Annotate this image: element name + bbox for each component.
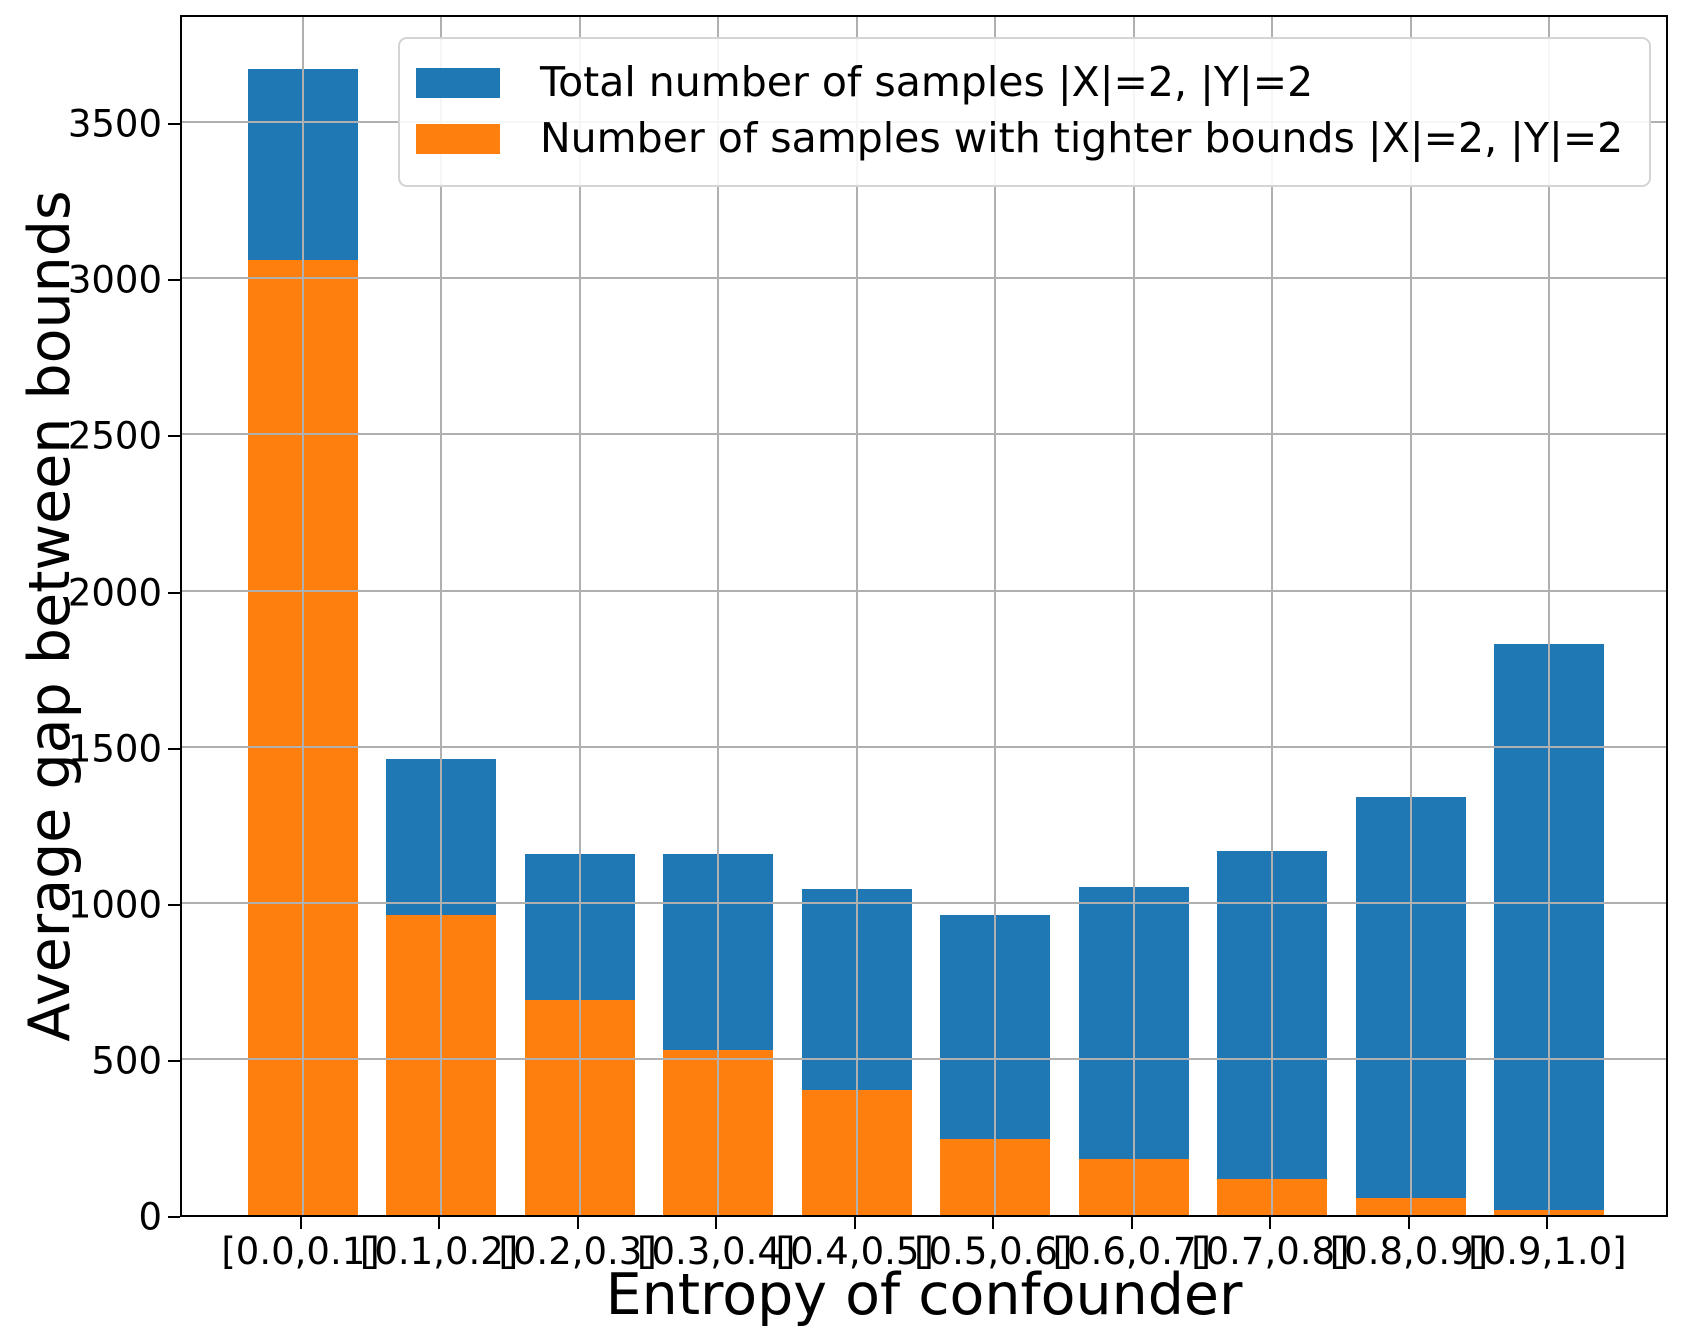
x-gridline xyxy=(1132,17,1135,1215)
y-tick xyxy=(168,123,180,126)
x-tick-label: [0.1,0.2] xyxy=(359,1230,519,1273)
legend-label: Number of samples with tighter bounds |X… xyxy=(540,114,1624,163)
y-gridline xyxy=(182,901,1666,904)
x-tick xyxy=(853,1217,856,1229)
y-tick-label: 2500 xyxy=(67,414,162,458)
x-tick-label: [0.8,0.9] xyxy=(1329,1230,1489,1273)
y-tick xyxy=(168,747,180,750)
x-tick xyxy=(992,1217,995,1229)
legend-swatch xyxy=(416,124,500,154)
y-gridline xyxy=(182,589,1666,592)
y-tick xyxy=(168,435,180,438)
y-tick-label: 1000 xyxy=(67,883,162,927)
y-tick-label: 3500 xyxy=(67,102,162,146)
y-tick xyxy=(168,591,180,594)
y-tick-label: 1500 xyxy=(67,727,162,771)
y-gridline xyxy=(182,277,1666,280)
x-tick-label: [0.6,0.7] xyxy=(1052,1230,1211,1273)
legend-row: Total number of samples |X|=2, |Y|=2 xyxy=(416,57,1623,109)
legend-swatch xyxy=(416,68,500,98)
x-tick xyxy=(1407,1217,1410,1229)
y-tick xyxy=(168,1059,180,1062)
x-tick-label: [0.9,1.0] xyxy=(1468,1230,1627,1273)
x-tick-label: [0.5,0.6] xyxy=(914,1230,1073,1273)
y-gridline xyxy=(182,433,1666,436)
x-gridline xyxy=(1548,17,1551,1215)
x-tick xyxy=(1546,1217,1549,1229)
x-tick-label: [0.0,0.1] xyxy=(221,1230,380,1273)
x-tick-label: [0.4,0.5] xyxy=(775,1230,934,1273)
x-tick xyxy=(576,1217,579,1229)
y-gridline xyxy=(182,745,1666,748)
x-gridline xyxy=(578,17,581,1215)
x-tick xyxy=(299,1217,302,1229)
x-tick-label: [0.3,0.4] xyxy=(637,1230,796,1273)
x-tick xyxy=(1269,1217,1272,1229)
x-gridline xyxy=(855,17,858,1215)
x-tick-label: [0.2,0.3] xyxy=(498,1230,657,1273)
x-gridline xyxy=(717,17,720,1215)
x-tick xyxy=(1130,1217,1133,1229)
x-tick-label: [0.7,0.8] xyxy=(1191,1230,1350,1273)
x-gridline xyxy=(301,17,304,1215)
x-gridline xyxy=(440,17,443,1215)
x-gridline xyxy=(1409,17,1412,1215)
y-axis-title: Average gap between bounds xyxy=(17,190,83,1042)
x-gridline xyxy=(1271,17,1274,1215)
plot-area xyxy=(180,15,1668,1217)
x-tick xyxy=(438,1217,441,1229)
y-tick xyxy=(168,279,180,282)
legend-label: Total number of samples |X|=2, |Y|=2 xyxy=(540,58,1314,107)
legend-row: Number of samples with tighter bounds |X… xyxy=(416,113,1623,165)
y-tick-label: 0 xyxy=(138,1195,162,1239)
x-gridline xyxy=(994,17,997,1215)
y-tick xyxy=(168,903,180,906)
y-tick-label: 500 xyxy=(91,1039,162,1083)
x-tick xyxy=(715,1217,718,1229)
x-axis-title: Entropy of confounder xyxy=(605,1262,1243,1328)
legend: Total number of samples |X|=2, |Y|=2 Numb… xyxy=(398,37,1652,187)
y-tick-label: 2000 xyxy=(67,571,162,615)
y-gridline xyxy=(182,1057,1666,1060)
y-tick xyxy=(168,1216,180,1218)
y-tick-label: 3000 xyxy=(67,258,162,302)
